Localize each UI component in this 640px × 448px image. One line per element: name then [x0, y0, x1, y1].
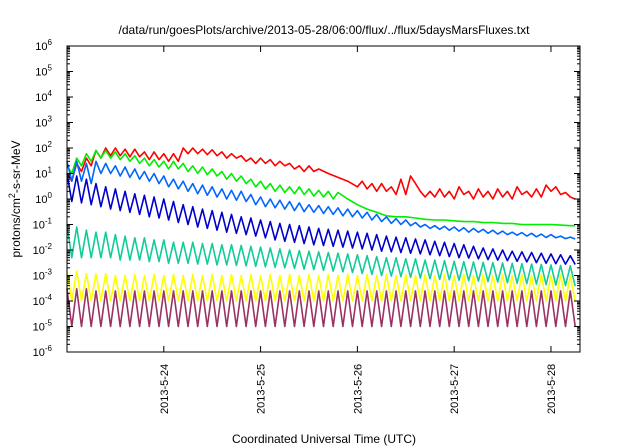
- y-tick-label: 10-5: [33, 319, 53, 334]
- y-tick-label: 102: [35, 140, 52, 155]
- x-tick-label: 2013-5-28: [546, 364, 558, 414]
- series-line-0: [66, 147, 576, 200]
- series-layer: [66, 147, 576, 328]
- y-tick-label: 101: [35, 166, 52, 181]
- series-line-2: [66, 160, 576, 240]
- x-tick-label: 2013-5-27: [449, 364, 461, 414]
- y-tick-label: 104: [35, 89, 52, 104]
- chart-title: /data/run/goesPlots/archive/2013-05-28/0…: [119, 23, 531, 37]
- y-tick-label: 100: [35, 191, 52, 206]
- x-tick-label: 2013-5-24: [159, 364, 171, 414]
- y-tick-label: 103: [35, 115, 52, 130]
- x-axis: 2013-5-24 2013-5-25 2013-5-26 2013-5-27 2013…: [159, 46, 558, 414]
- y-tick-label: 105: [35, 64, 52, 79]
- y-tick-label: 10-4: [33, 293, 53, 308]
- series-line-5: [66, 270, 576, 302]
- y-axis-label-sup: 2: [7, 193, 17, 198]
- series-line-1: [66, 149, 576, 227]
- x-tick-label: 2013-5-25: [256, 364, 268, 414]
- y-tick-label: 10-1: [33, 217, 53, 232]
- y-axis-label-rest: -s-sr-MeV: [9, 140, 23, 193]
- x-tick-label: 2013-5-26: [352, 364, 364, 414]
- y-axis-label: protons/cm2-s-sr-MeV: [7, 140, 23, 257]
- y-axis-label-base: protons/cm: [9, 198, 23, 257]
- series-line-6: [66, 288, 576, 328]
- y-tick-label: 10-3: [33, 268, 53, 283]
- y-tick-label: 106: [35, 38, 52, 53]
- series-line-3: [66, 173, 576, 265]
- y-axis: 10-6 10-5 10-4 10-3 10-2 10-1 100 101 102 103 104 1…: [33, 38, 580, 359]
- y-tick-label: 10-6: [33, 344, 53, 359]
- y-tick-label: 10-2: [33, 242, 53, 257]
- series-line-4: [66, 224, 576, 287]
- x-axis-label: Coordinated Universal Time (UTC): [232, 432, 416, 446]
